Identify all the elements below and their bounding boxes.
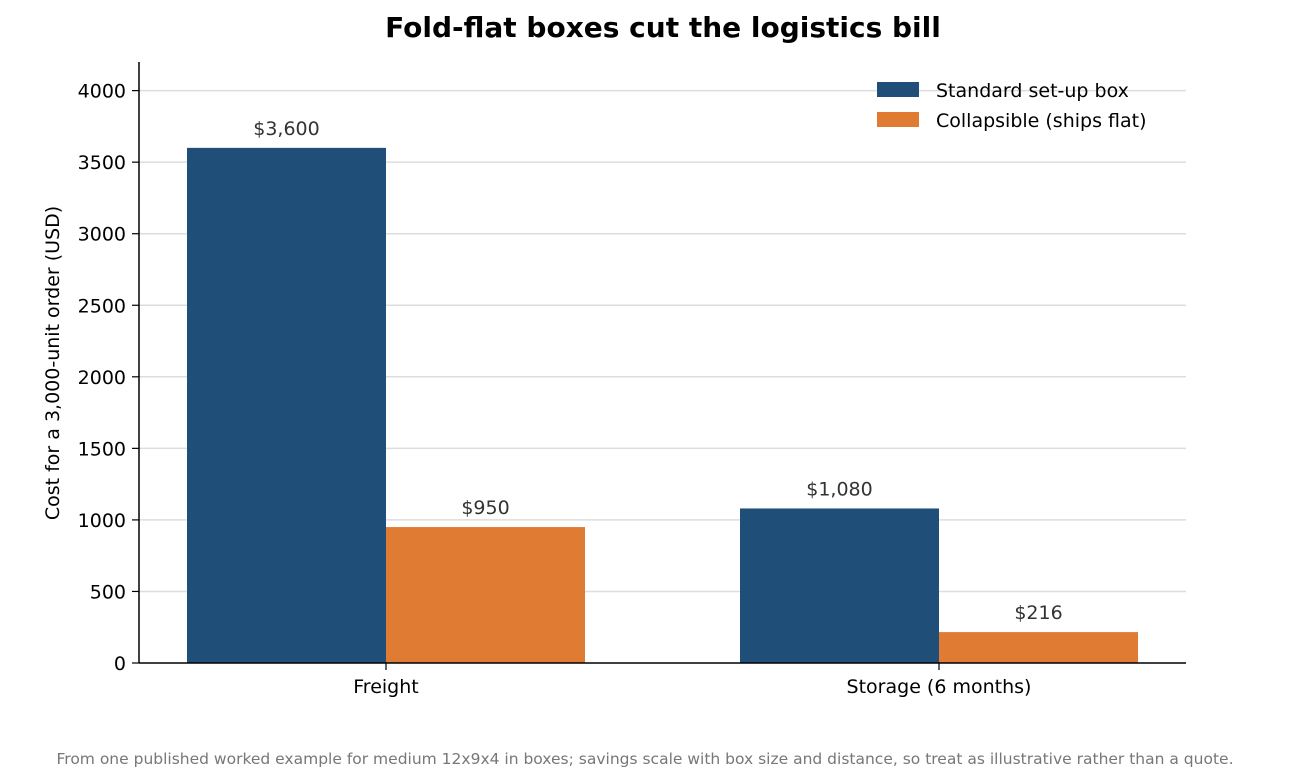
- legend: Standard set-up box Collapsible (ships fl…: [877, 80, 1147, 132]
- y-tick-label: 0: [114, 653, 126, 675]
- bar: [187, 147, 386, 663]
- footnote: From one published worked example for me…: [57, 750, 1234, 768]
- legend-swatch: [877, 82, 919, 97]
- data-label: $1,080: [806, 478, 872, 500]
- y-tick-label: 3000: [78, 224, 126, 246]
- bar: [386, 527, 585, 663]
- y-tick-label: 1500: [78, 438, 126, 460]
- legend-label: Standard set-up box: [936, 80, 1129, 102]
- y-tick-label: 1000: [78, 510, 126, 532]
- legend-swatch: [877, 112, 919, 127]
- y-tick-label: 2500: [78, 295, 126, 317]
- legend-label: Collapsible (ships flat): [936, 110, 1147, 132]
- y-axis-label: Cost for a 3,000-unit order (USD): [42, 206, 64, 520]
- data-label: $216: [1014, 602, 1062, 624]
- data-label: $950: [461, 497, 509, 519]
- x-tick-label: Freight: [353, 676, 418, 698]
- bar: [939, 632, 1138, 663]
- bars: $3,600 $1,080 $950 $216: [187, 118, 1138, 663]
- y-tick-label: 2000: [78, 367, 126, 389]
- x-tick-label: Storage (6 months): [847, 676, 1032, 698]
- y-axis: 0 500 1000 1500 2000 2500 3000 3500 4000: [78, 62, 140, 675]
- y-tick-label: 4000: [78, 81, 126, 103]
- chart-title: Fold-flat boxes cut the logistics bill: [385, 11, 941, 44]
- y-tick-label: 500: [90, 581, 126, 603]
- x-axis: Freight Storage (6 months): [139, 662, 1186, 698]
- y-tick-label: 3500: [78, 152, 126, 174]
- bar: [740, 508, 939, 663]
- data-label: $3,600: [253, 118, 319, 140]
